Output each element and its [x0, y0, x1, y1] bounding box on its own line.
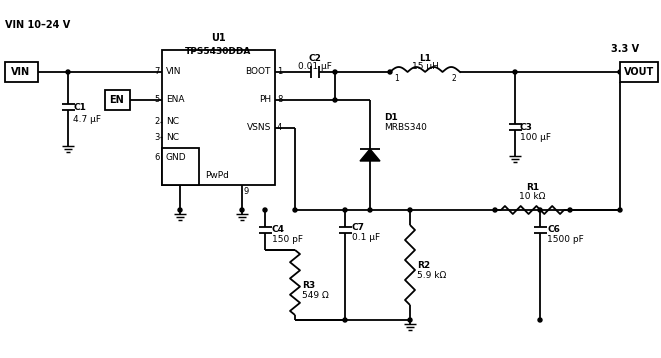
- Text: R2: R2: [417, 261, 430, 270]
- Circle shape: [538, 318, 542, 322]
- Text: NC: NC: [166, 132, 179, 141]
- Text: VOUT: VOUT: [624, 67, 654, 77]
- Text: 150 pF: 150 pF: [272, 236, 303, 245]
- Circle shape: [568, 208, 572, 212]
- Text: TPS5430DDA: TPS5430DDA: [185, 47, 252, 56]
- Text: 6: 6: [155, 154, 160, 163]
- Circle shape: [493, 208, 497, 212]
- Circle shape: [513, 70, 517, 74]
- Polygon shape: [360, 149, 380, 161]
- Text: 100 μF: 100 μF: [520, 132, 551, 141]
- Text: EN: EN: [110, 95, 124, 105]
- Text: C2: C2: [309, 54, 321, 63]
- Text: C6: C6: [547, 226, 560, 234]
- Text: 5: 5: [155, 96, 160, 105]
- Text: 4: 4: [277, 124, 282, 132]
- Text: MRBS340: MRBS340: [384, 124, 427, 132]
- Text: C3: C3: [520, 122, 533, 131]
- Circle shape: [388, 70, 392, 74]
- Circle shape: [368, 208, 372, 212]
- Text: BOOT: BOOT: [246, 68, 271, 77]
- Text: 15 μH: 15 μH: [412, 62, 438, 71]
- Text: 4.7 μF: 4.7 μF: [73, 115, 101, 124]
- Text: 10 kΩ: 10 kΩ: [520, 192, 546, 201]
- Text: 2: 2: [155, 117, 160, 126]
- Bar: [5, 62, 38, 82]
- Text: 9: 9: [244, 187, 249, 196]
- Circle shape: [538, 208, 542, 212]
- Circle shape: [333, 70, 337, 74]
- Text: 2: 2: [451, 74, 456, 83]
- Text: R1: R1: [526, 183, 539, 192]
- Text: PwPd: PwPd: [205, 171, 229, 180]
- Text: U1: U1: [211, 33, 226, 43]
- Text: 0.01 μF: 0.01 μF: [298, 62, 332, 71]
- Text: 1: 1: [277, 68, 282, 77]
- Circle shape: [293, 208, 297, 212]
- Text: C7: C7: [352, 223, 365, 232]
- Text: PH: PH: [259, 96, 271, 105]
- Circle shape: [263, 208, 267, 212]
- Text: VIN: VIN: [166, 68, 182, 77]
- Text: L1: L1: [419, 54, 431, 63]
- Text: C4: C4: [272, 226, 285, 234]
- Text: 7: 7: [155, 68, 160, 77]
- Text: NC: NC: [166, 117, 179, 126]
- Text: 3: 3: [155, 132, 160, 141]
- Circle shape: [178, 208, 182, 212]
- Bar: [620, 62, 658, 82]
- Text: 5.9 kΩ: 5.9 kΩ: [417, 271, 446, 280]
- Text: ENA: ENA: [166, 96, 184, 105]
- Text: 0.1 μF: 0.1 μF: [352, 233, 380, 242]
- Circle shape: [333, 98, 337, 102]
- Text: 8: 8: [277, 96, 282, 105]
- Text: 3.3 V: 3.3 V: [611, 44, 639, 54]
- Text: 549 Ω: 549 Ω: [302, 290, 329, 300]
- Text: VIN 10–24 V: VIN 10–24 V: [5, 20, 70, 30]
- Circle shape: [66, 70, 70, 74]
- Text: 1500 pF: 1500 pF: [547, 236, 584, 245]
- Circle shape: [343, 318, 347, 322]
- Text: VSNS: VSNS: [247, 124, 271, 132]
- Circle shape: [408, 208, 412, 212]
- Circle shape: [408, 318, 412, 322]
- Circle shape: [240, 208, 244, 212]
- Bar: [162, 50, 275, 185]
- Text: VIN: VIN: [11, 67, 30, 77]
- Text: GND: GND: [166, 154, 186, 163]
- Bar: [105, 90, 130, 110]
- Text: D1: D1: [384, 113, 398, 122]
- Circle shape: [618, 70, 622, 74]
- Text: C1: C1: [73, 102, 86, 111]
- Circle shape: [343, 208, 347, 212]
- Bar: [162, 148, 199, 185]
- Text: R3: R3: [302, 281, 315, 290]
- Circle shape: [618, 208, 622, 212]
- Text: 1: 1: [394, 74, 399, 83]
